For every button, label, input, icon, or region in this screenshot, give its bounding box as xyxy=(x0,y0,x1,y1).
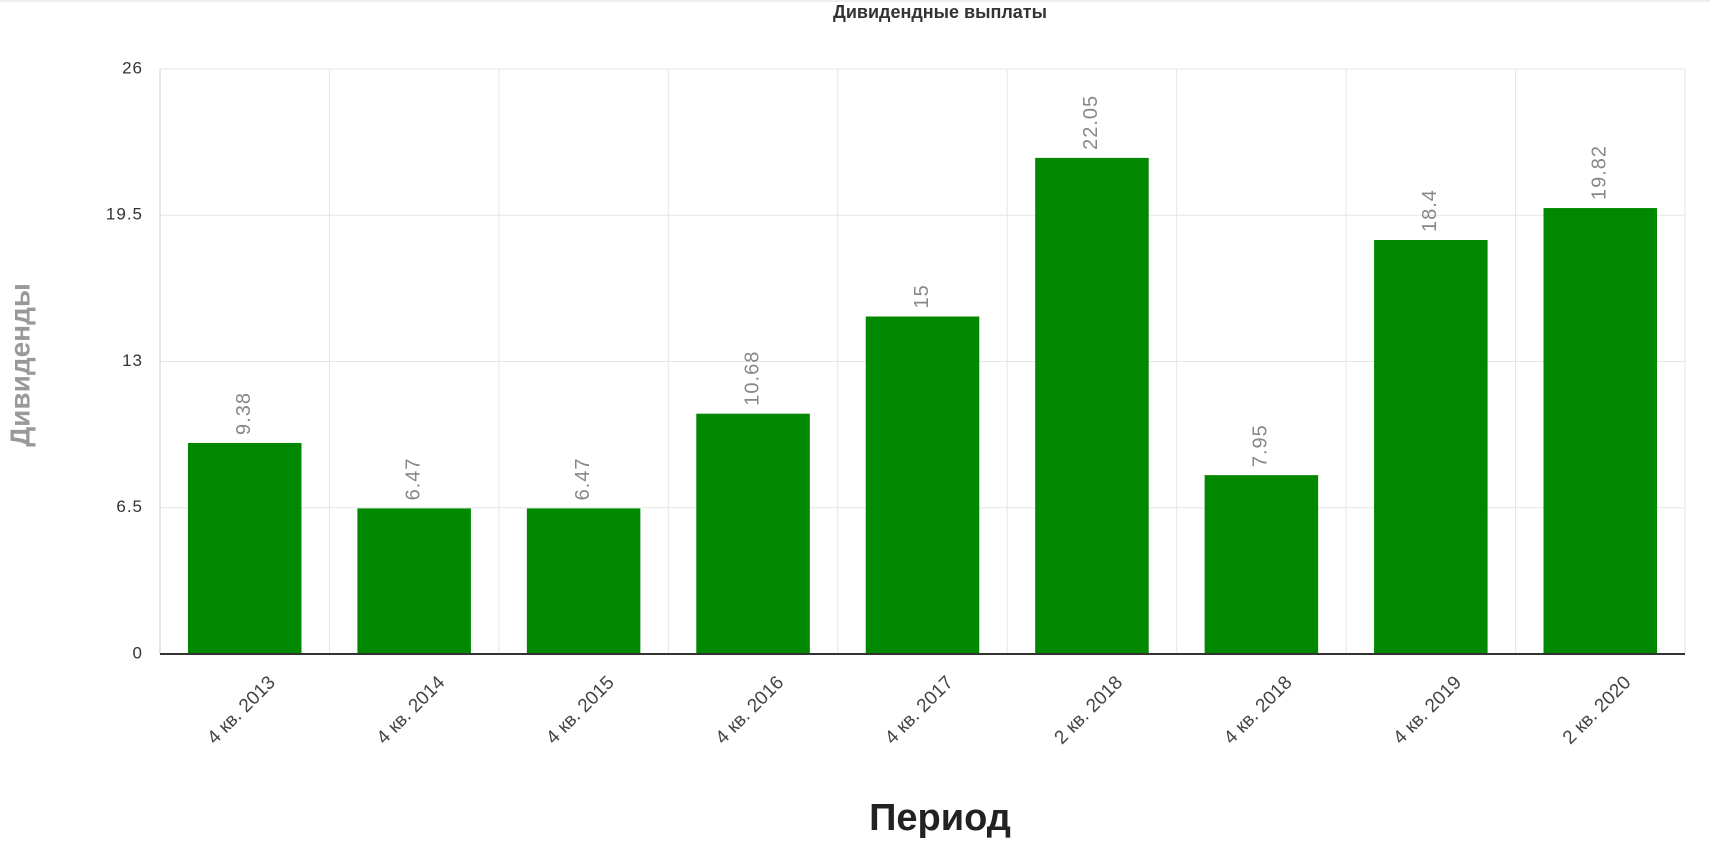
bar xyxy=(357,508,471,654)
value-label: 6.47 xyxy=(402,457,424,500)
bar xyxy=(865,316,980,654)
x-tick-label: 4 кв. 2015 xyxy=(542,672,618,748)
bar xyxy=(526,508,641,654)
bar xyxy=(1543,208,1658,655)
bar xyxy=(187,442,302,654)
x-tick-label: 2 кв. 2018 xyxy=(1051,672,1127,748)
x-axis-title: Период xyxy=(869,797,1011,839)
y-axis-title: Дивиденды xyxy=(4,283,35,447)
x-tick-label: 4 кв. 2017 xyxy=(881,672,957,748)
x-tick-label: 2 кв. 2020 xyxy=(1559,672,1635,748)
value-label: 7.95 xyxy=(1250,424,1272,467)
y-tick-label: 6.5 xyxy=(116,497,143,516)
chart-title: Дивидендные выплаты xyxy=(833,2,1047,22)
y-tick-label: 19.5 xyxy=(106,205,143,224)
bar xyxy=(696,413,810,654)
value-label: 10.68 xyxy=(741,351,763,406)
x-tick-label: 4 кв. 2014 xyxy=(373,672,450,749)
bar xyxy=(1204,475,1319,654)
x-tick-label: 4 кв. 2016 xyxy=(712,672,788,748)
value-label: 19.82 xyxy=(1589,145,1611,200)
bar xyxy=(1374,240,1488,654)
bar xyxy=(1035,157,1149,654)
y-tick-label: 0 xyxy=(133,643,143,662)
y-tick-label: 13 xyxy=(122,351,143,370)
x-tick-label: 4 кв. 2013 xyxy=(203,672,279,748)
value-label: 9.38 xyxy=(233,392,255,435)
value-label: 22.05 xyxy=(1080,95,1102,150)
x-tick-label: 4 кв. 2018 xyxy=(1220,672,1296,748)
x-tick-label: 4 кв. 2019 xyxy=(1389,672,1465,748)
value-label: 6.47 xyxy=(572,457,594,500)
y-tick-label: 26 xyxy=(122,58,143,77)
value-label: 15 xyxy=(911,284,933,308)
value-label: 18.4 xyxy=(1419,189,1441,232)
